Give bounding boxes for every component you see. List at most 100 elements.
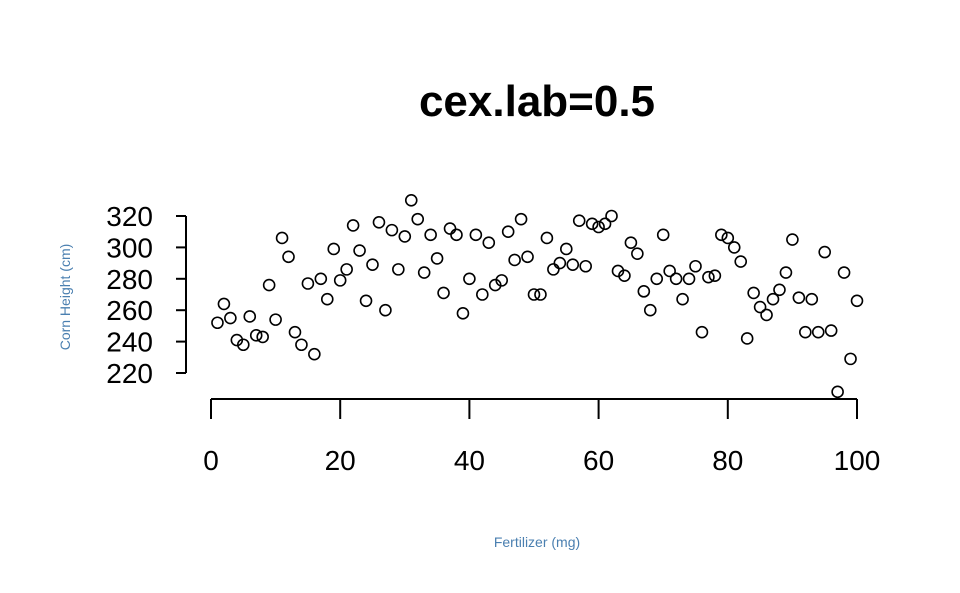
data-point	[663, 264, 676, 278]
data-point	[508, 253, 521, 267]
data-point	[656, 228, 670, 242]
data-point	[282, 250, 295, 264]
data-point	[482, 236, 496, 249]
data-point	[773, 283, 786, 297]
data-point	[469, 228, 483, 242]
data-point	[792, 291, 806, 304]
data-point	[275, 231, 289, 245]
data-point	[572, 214, 586, 228]
y-tick-label: 240	[106, 327, 153, 358]
data-point	[818, 245, 832, 259]
x-tick-label: 60	[583, 445, 614, 476]
data-point	[521, 250, 534, 264]
data-point	[676, 292, 689, 306]
data-point	[618, 269, 631, 282]
x-axis-label: Fertilizer (mg)	[494, 534, 580, 550]
data-point	[766, 292, 780, 306]
x-tick-label: 0	[203, 445, 219, 476]
data-point	[314, 272, 328, 286]
data-point	[799, 325, 812, 339]
data-point	[708, 269, 722, 282]
data-point	[779, 266, 793, 279]
data-point	[217, 297, 231, 311]
data-point	[805, 292, 819, 306]
data-point	[534, 288, 547, 301]
y-axis-label: Corn Height (cm)	[57, 244, 73, 351]
data-point	[379, 303, 392, 317]
data-point	[353, 244, 366, 257]
data-point	[346, 219, 360, 232]
data-point	[650, 272, 664, 286]
data-point	[844, 352, 857, 366]
y-tick-label: 280	[106, 264, 153, 295]
data-point	[450, 228, 463, 242]
data-point	[366, 258, 379, 271]
data-point	[689, 259, 702, 273]
data-point	[637, 285, 651, 298]
data-point	[786, 233, 799, 246]
data-point	[424, 228, 437, 242]
y-tick-label: 320	[106, 201, 153, 232]
data-point	[327, 242, 341, 256]
data-point	[695, 325, 709, 339]
data-point	[411, 212, 425, 226]
data-point	[359, 294, 373, 308]
data-point	[715, 228, 728, 242]
data-point	[430, 252, 444, 265]
data-point	[495, 274, 509, 287]
data-point	[547, 263, 560, 276]
data-point	[269, 313, 282, 326]
data-point	[372, 215, 386, 229]
x-tick-label: 40	[454, 445, 485, 476]
data-point	[514, 212, 528, 226]
data-point	[669, 272, 683, 286]
y-tick-label: 260	[106, 295, 153, 326]
data-point	[702, 270, 715, 284]
y-tick-label: 300	[106, 232, 153, 263]
data-point	[256, 330, 269, 344]
y-tick-label: 220	[106, 358, 153, 389]
data-point	[249, 329, 263, 342]
data-point	[340, 263, 353, 276]
data-point	[824, 324, 838, 337]
data-point	[392, 263, 405, 276]
data-point	[295, 338, 308, 352]
data-point	[566, 258, 580, 271]
data-point	[760, 308, 773, 322]
data-point	[734, 255, 748, 268]
data-point	[837, 266, 851, 279]
data-point	[579, 259, 592, 273]
data-point	[385, 223, 399, 237]
data-point	[437, 286, 450, 300]
data-point	[456, 307, 470, 320]
data-point	[721, 231, 735, 245]
data-point	[333, 274, 347, 287]
data-point	[398, 230, 412, 243]
data-point	[237, 338, 250, 352]
data-point	[753, 300, 767, 314]
data-point	[811, 325, 825, 339]
data-point	[288, 325, 302, 339]
data-point	[404, 194, 418, 207]
data-point	[301, 277, 315, 290]
data-point	[585, 217, 599, 231]
data-point	[540, 231, 554, 245]
x-tick-label: 20	[325, 445, 356, 476]
data-point	[308, 347, 321, 361]
data-point	[527, 288, 541, 301]
data-point	[643, 303, 657, 317]
data-point	[605, 209, 618, 223]
x-tick-label: 80	[712, 445, 743, 476]
data-point	[211, 316, 224, 330]
data-point	[740, 332, 754, 345]
data-point	[224, 311, 237, 325]
data-point	[559, 242, 573, 256]
chart-title: cex.lab=0.5	[419, 77, 655, 126]
data-point	[850, 294, 864, 308]
x-axis: 0 20 40 60 80 100	[203, 398, 880, 476]
data-point	[417, 266, 431, 279]
data-point	[727, 241, 741, 254]
data-point	[553, 256, 567, 270]
data-point	[592, 220, 605, 234]
data-point	[443, 222, 457, 235]
